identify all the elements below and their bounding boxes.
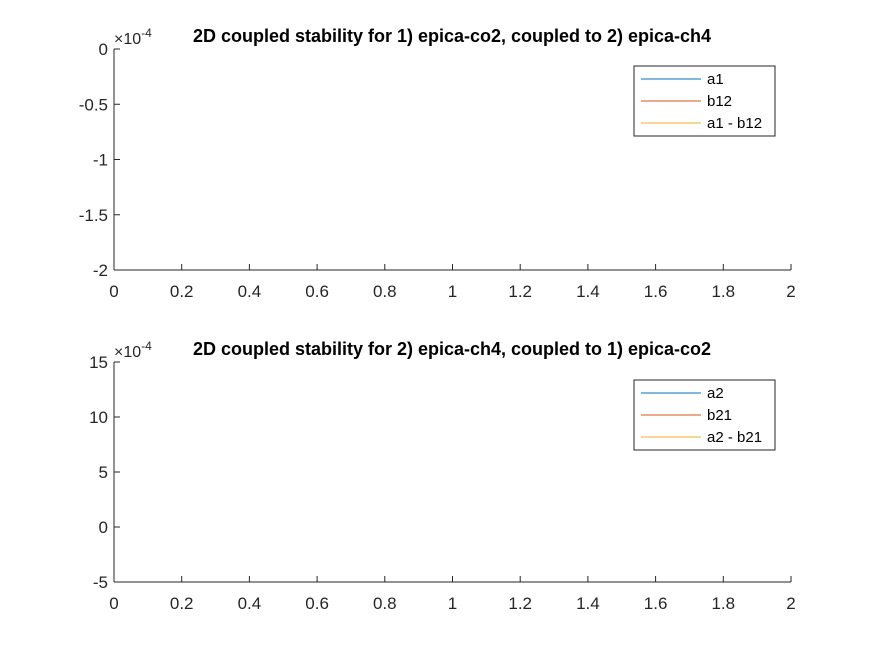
x-tick-label: 1 — [448, 594, 457, 613]
x-tick-label: 0.4 — [238, 282, 262, 301]
chart-title: 2D coupled stability for 2) epica-ch4, c… — [193, 339, 711, 359]
x-tick-label: 1.2 — [508, 282, 532, 301]
y-tick-label: -0.5 — [79, 95, 108, 114]
x-tick-label: 0.2 — [170, 594, 194, 613]
y-tick-label: -1.5 — [79, 206, 108, 225]
y-exponent-power: -4 — [141, 339, 152, 353]
y-exponent-label: ×10-4 — [114, 26, 152, 48]
y-tick-label: -5 — [93, 573, 108, 592]
legend-label: a2 — [707, 385, 724, 402]
y-tick-label: 5 — [99, 463, 108, 482]
y-tick-label: 10 — [89, 408, 108, 427]
x-tick-label: 0 — [109, 282, 118, 301]
legend-box — [633, 65, 776, 137]
y-exponent-base: ×10 — [114, 344, 141, 361]
legend: a2 b21 a2 - b21 — [633, 379, 776, 451]
legend-label: a2 - b21 — [707, 429, 762, 446]
legend-label: a1 - b12 — [707, 115, 762, 132]
x-tick-label: 1.8 — [711, 594, 735, 613]
x-tick-label: 1.2 — [508, 594, 532, 613]
y-exponent-label: ×10-4 — [114, 339, 152, 361]
x-tick-label: 0 — [109, 594, 118, 613]
x-tick-label: 0.2 — [170, 282, 194, 301]
x-tick-label: 0.8 — [373, 282, 397, 301]
y-exponent-power: -4 — [141, 26, 152, 40]
y-exponent-base: ×10 — [114, 31, 141, 48]
x-tick-label: 0.6 — [305, 594, 329, 613]
x-tick-label: 1.8 — [711, 282, 735, 301]
x-tick-label: 0.6 — [305, 282, 329, 301]
x-tick-label: 1.6 — [644, 594, 668, 613]
chart-title: 2D coupled stability for 1) epica-co2, c… — [193, 26, 711, 46]
legend: a1 b12 a1 - b12 — [633, 65, 776, 137]
y-tick-label: 0 — [99, 40, 108, 59]
x-tick-label: 1.4 — [576, 282, 600, 301]
legend-label: a1 — [707, 71, 724, 88]
y-tick-label: -1 — [93, 151, 108, 170]
x-tick-label: 2 — [786, 594, 795, 613]
y-tick-label: 15 — [89, 353, 108, 372]
x-tick-label: 0.4 — [238, 594, 262, 613]
x-tick-label: 1 — [448, 282, 457, 301]
x-tick-label: 1.6 — [644, 282, 668, 301]
legend-label: b12 — [707, 93, 732, 110]
legend-label: b21 — [707, 407, 732, 424]
x-tick-label: 0.8 — [373, 594, 397, 613]
y-tick-label: -2 — [93, 261, 108, 280]
x-tick-label: 2 — [786, 282, 795, 301]
subplot-1: 0 0.2 0.4 0.6 0.8 1 1.2 1.4 1.6 1.8 2 0 -0.5 -1 -1.5 -2… — [79, 26, 796, 301]
subplot-2: 0 0.2 0.4 0.6 0.8 1 1.2 1.4 1.6 1.8 2151050-5×10-4… — [89, 339, 796, 613]
x-tick-label: 1.4 — [576, 594, 600, 613]
y-tick-label: 0 — [99, 518, 108, 537]
